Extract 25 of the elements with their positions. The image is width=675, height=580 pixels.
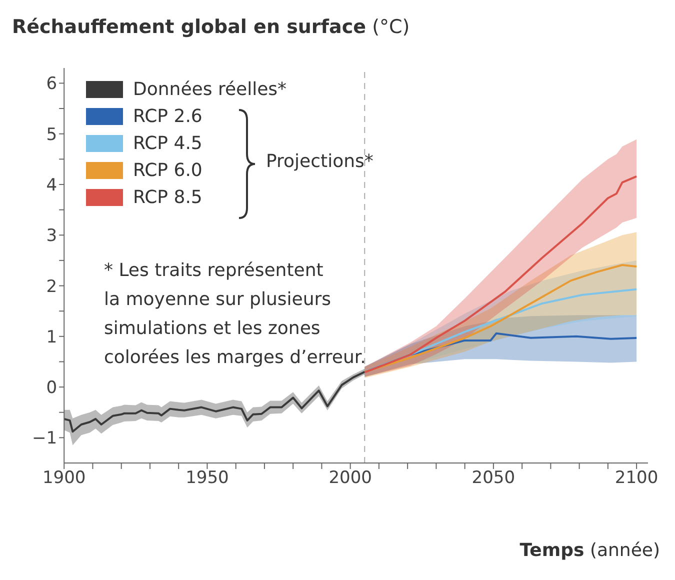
x-tick-label: 2050 <box>472 468 516 488</box>
x-axis-title: Temps (année) <box>520 540 660 561</box>
x-tick-label: 1900 <box>42 468 86 488</box>
legend-label: RCP 8.5 <box>133 186 202 210</box>
y-tick-label: 6 <box>46 74 58 94</box>
y-tick-label: 4 <box>46 176 58 196</box>
line-series <box>64 370 366 433</box>
annotation: Projections* <box>266 151 374 172</box>
annotation: * Les traits représentent la moyenne sur plusieurs simulations et les zones colorées les marges d’erreur. <box>104 259 366 370</box>
legend-label: RCP 4.5 <box>133 132 202 156</box>
y-tick-label: 3 <box>46 226 58 246</box>
y-tick-label: 1 <box>46 327 58 348</box>
y-tick-label: −1 <box>32 428 58 449</box>
x-tick-label: 2100 <box>614 468 658 488</box>
y-tick-label: 0 <box>46 378 58 398</box>
legend-label: Données réelles* <box>133 78 287 102</box>
legend-label: RCP 6.0 <box>133 159 202 183</box>
y-axis-title: Réchauffement global en surface (°C) <box>12 16 410 38</box>
y-tick-label: 5 <box>46 124 58 145</box>
x-tick-label: 1950 <box>186 468 229 488</box>
line-series <box>364 175 638 374</box>
legend-label: RCP 2.6 <box>133 105 202 129</box>
x-tick-label: 2000 <box>328 468 372 488</box>
line-series <box>364 288 638 373</box>
y-tick-label: 2 <box>46 276 58 297</box>
